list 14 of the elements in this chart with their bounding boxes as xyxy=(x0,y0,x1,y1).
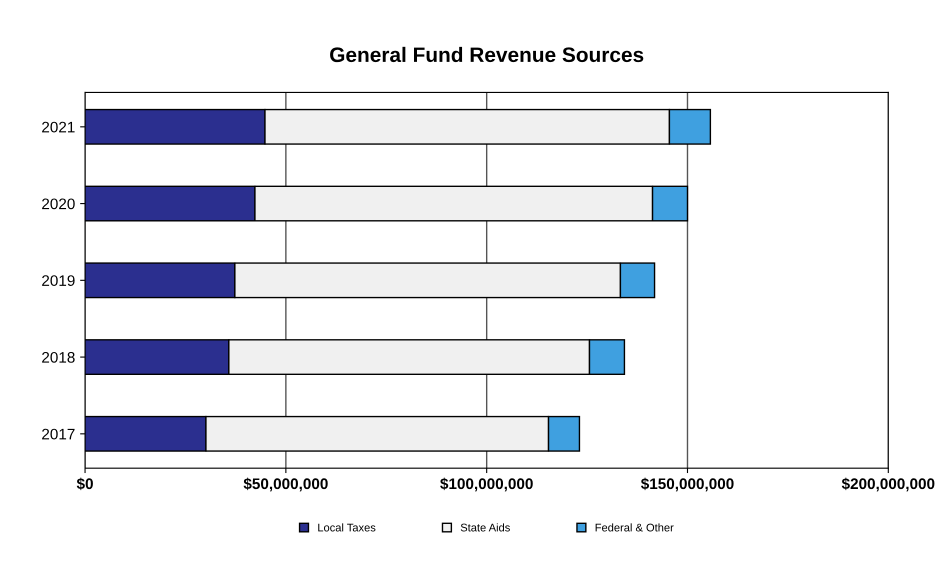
legend-label: State Aids xyxy=(460,523,510,532)
y-tick-label: 2020 xyxy=(42,198,75,210)
legend-label: Federal & Other xyxy=(596,523,674,532)
x-tick-label: $200,000,000 xyxy=(842,478,934,492)
legend-label: Local Taxes xyxy=(318,523,376,532)
x-tick-label: $150,000,000 xyxy=(640,478,734,492)
x-tick-label: $100,000,000 xyxy=(440,478,533,492)
x-tick-label: $0 xyxy=(76,478,93,490)
chart-title: General Fund Revenue Sources xyxy=(330,46,644,62)
y-tick-label: 2018 xyxy=(42,352,75,363)
y-tick-label: 2017 xyxy=(42,428,75,440)
x-tick-label: $50,000,000 xyxy=(244,478,328,492)
y-tick-label: 2019 xyxy=(42,275,75,286)
y-tick-label: 2021 xyxy=(42,122,75,133)
